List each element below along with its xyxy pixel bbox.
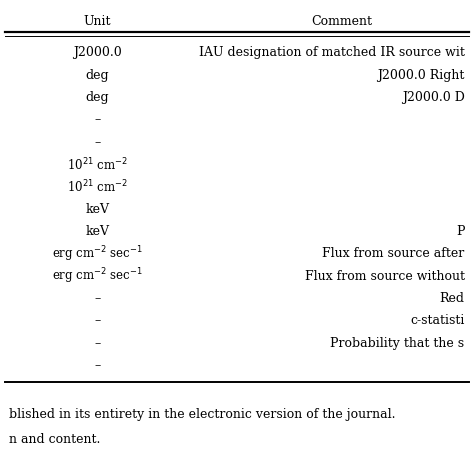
Text: deg: deg bbox=[85, 69, 109, 82]
Text: Comment: Comment bbox=[311, 15, 372, 28]
Text: IAU designation of matched IR source wit: IAU designation of matched IR source wit bbox=[199, 46, 465, 59]
Text: J2000.0 Right: J2000.0 Right bbox=[377, 69, 465, 82]
Text: erg cm$^{-2}$ sec$^{-1}$: erg cm$^{-2}$ sec$^{-1}$ bbox=[52, 244, 143, 264]
Text: Flux from source after: Flux from source after bbox=[322, 247, 465, 260]
Text: –: – bbox=[94, 359, 100, 372]
Text: –: – bbox=[94, 337, 100, 350]
Text: Red: Red bbox=[439, 292, 465, 305]
Text: Unit: Unit bbox=[83, 15, 111, 28]
Text: deg: deg bbox=[85, 91, 109, 104]
Text: J2000.0 D: J2000.0 D bbox=[401, 91, 465, 104]
Text: erg cm$^{-2}$ sec$^{-1}$: erg cm$^{-2}$ sec$^{-1}$ bbox=[52, 266, 143, 286]
Text: Flux from source without: Flux from source without bbox=[304, 270, 465, 283]
Text: keV: keV bbox=[85, 225, 109, 238]
Text: 10$^{21}$ cm$^{-2}$: 10$^{21}$ cm$^{-2}$ bbox=[67, 156, 128, 173]
Text: keV: keV bbox=[85, 203, 109, 216]
Text: n and content.: n and content. bbox=[9, 433, 101, 446]
Text: –: – bbox=[94, 113, 100, 127]
Text: P: P bbox=[456, 225, 465, 238]
Text: blished in its entirety in the electronic version of the journal.: blished in its entirety in the electroni… bbox=[9, 408, 396, 421]
Text: Probability that the s: Probability that the s bbox=[330, 337, 465, 350]
Text: c-statisti: c-statisti bbox=[410, 314, 465, 328]
Text: 10$^{21}$ cm$^{-2}$: 10$^{21}$ cm$^{-2}$ bbox=[67, 179, 128, 195]
Text: J2000.0: J2000.0 bbox=[73, 46, 121, 59]
Text: –: – bbox=[94, 292, 100, 305]
Text: –: – bbox=[94, 136, 100, 149]
Text: –: – bbox=[94, 314, 100, 328]
